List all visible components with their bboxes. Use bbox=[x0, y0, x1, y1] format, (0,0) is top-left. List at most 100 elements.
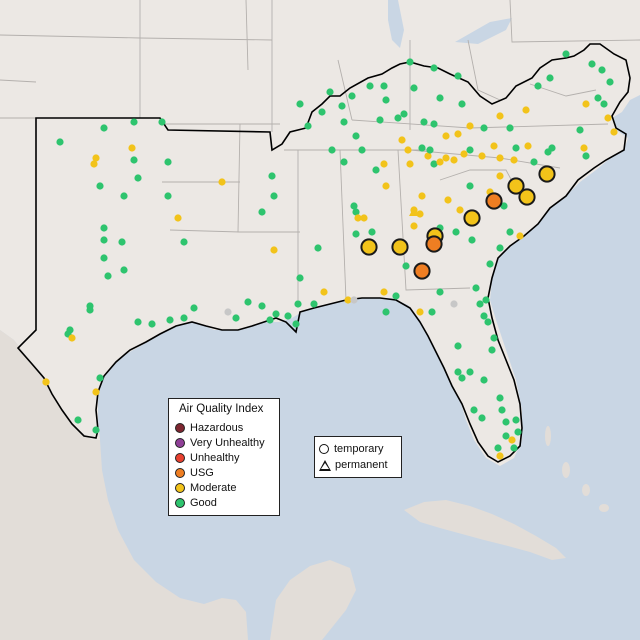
site-marker bbox=[380, 288, 388, 296]
site-marker bbox=[496, 154, 504, 162]
site-marker bbox=[610, 128, 618, 136]
site-marker bbox=[546, 74, 554, 82]
temporary-site-marker bbox=[538, 165, 556, 183]
legend-item-hazardous: Hazardous bbox=[175, 421, 243, 435]
site-marker bbox=[576, 126, 584, 134]
site-marker bbox=[352, 208, 360, 216]
site-marker bbox=[594, 94, 602, 102]
legend-item-temporary: temporary bbox=[319, 442, 384, 456]
site-marker bbox=[92, 154, 100, 162]
site-marker bbox=[430, 64, 438, 72]
cuba-landmass bbox=[404, 500, 566, 560]
site-marker bbox=[454, 130, 462, 138]
site-marker bbox=[92, 388, 100, 396]
site-marker bbox=[514, 428, 522, 436]
temporary-site-marker bbox=[507, 177, 525, 195]
us-landmass bbox=[0, 0, 640, 466]
very-unhealthy-swatch bbox=[175, 438, 185, 448]
site-marker bbox=[326, 88, 334, 96]
legend-label-very-unhealthy: Very Unhealthy bbox=[190, 437, 265, 449]
site-marker bbox=[478, 152, 486, 160]
site-marker bbox=[304, 122, 312, 130]
site-marker bbox=[430, 120, 438, 128]
site-marker bbox=[484, 318, 492, 326]
legend-label-hazardous: Hazardous bbox=[190, 422, 244, 434]
site-marker bbox=[104, 272, 112, 280]
site-marker bbox=[404, 146, 412, 154]
site-marker bbox=[96, 182, 104, 190]
site-marker bbox=[344, 296, 352, 304]
site-marker bbox=[130, 118, 138, 126]
site-marker bbox=[266, 316, 274, 324]
site-marker bbox=[496, 452, 504, 460]
site-marker bbox=[402, 262, 410, 270]
site-marker bbox=[90, 160, 98, 168]
legend-item-usg: USG bbox=[175, 466, 214, 480]
site-marker bbox=[158, 118, 166, 126]
site-marker bbox=[490, 334, 498, 342]
site-marker bbox=[56, 138, 64, 146]
site-marker bbox=[466, 182, 474, 190]
legend-item-moderate: Moderate bbox=[175, 481, 236, 495]
site-marker bbox=[368, 228, 376, 236]
site-marker bbox=[522, 106, 530, 114]
temporary-site-marker bbox=[425, 235, 443, 253]
site-marker bbox=[472, 284, 480, 292]
site-marker bbox=[268, 172, 276, 180]
site-marker bbox=[134, 318, 142, 326]
site-marker bbox=[428, 308, 436, 316]
site-marker bbox=[582, 100, 590, 108]
site-marker bbox=[340, 158, 348, 166]
monitor-sites bbox=[42, 50, 618, 460]
triangle-icon bbox=[319, 459, 331, 471]
site-marker bbox=[164, 192, 172, 200]
site-marker bbox=[128, 144, 136, 152]
site-marker bbox=[460, 150, 468, 158]
site-marker bbox=[258, 208, 266, 216]
legend-label-unhealthy: Unhealthy bbox=[190, 452, 240, 464]
site-marker bbox=[582, 152, 590, 160]
site-marker bbox=[534, 82, 542, 90]
site-marker bbox=[320, 288, 328, 296]
site-marker bbox=[486, 260, 494, 268]
site-marker bbox=[516, 232, 524, 240]
site-marker bbox=[436, 288, 444, 296]
site-marker bbox=[496, 244, 504, 252]
site-marker bbox=[456, 206, 464, 214]
site-marker bbox=[120, 266, 128, 274]
site-marker bbox=[508, 436, 516, 444]
lake-erie bbox=[455, 18, 512, 44]
site-marker bbox=[360, 214, 368, 222]
site-marker bbox=[382, 308, 390, 316]
temporary-site-marker bbox=[485, 192, 503, 210]
site-marker bbox=[488, 346, 496, 354]
hazardous-swatch bbox=[175, 423, 185, 433]
site-marker bbox=[338, 102, 346, 110]
site-marker bbox=[470, 406, 478, 414]
site-marker bbox=[382, 182, 390, 190]
site-marker bbox=[444, 196, 452, 204]
site-marker bbox=[442, 154, 450, 162]
site-marker bbox=[310, 300, 318, 308]
site-marker bbox=[490, 142, 498, 150]
site-marker bbox=[244, 298, 252, 306]
region-outline bbox=[16, 43, 631, 463]
site-marker bbox=[270, 246, 278, 254]
site-marker bbox=[366, 82, 374, 90]
monitor-type-legend: temporary permanent bbox=[314, 436, 402, 478]
legend-item-good: Good bbox=[175, 496, 217, 510]
good-swatch bbox=[175, 498, 185, 508]
site-marker bbox=[258, 302, 266, 310]
site-marker bbox=[468, 236, 476, 244]
legend-item-permanent: permanent bbox=[319, 458, 388, 472]
site-marker bbox=[510, 156, 518, 164]
site-marker bbox=[580, 144, 588, 152]
site-marker bbox=[506, 228, 514, 236]
site-marker bbox=[318, 108, 326, 116]
legend-item-unhealthy: Unhealthy bbox=[175, 451, 240, 465]
site-marker bbox=[494, 444, 502, 452]
legend-item-very-unhealthy: Very Unhealthy bbox=[175, 436, 265, 450]
site-marker bbox=[380, 82, 388, 90]
site-marker-permanent bbox=[409, 207, 419, 216]
site-marker bbox=[480, 312, 488, 320]
